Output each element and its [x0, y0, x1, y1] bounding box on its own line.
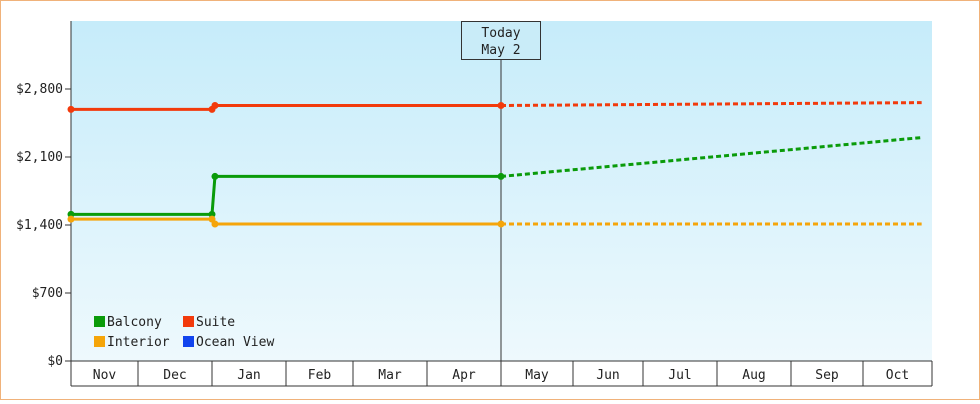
- x-tick-label: Apr: [452, 368, 476, 383]
- series-line-forecast: [500, 101, 922, 108]
- y-tick-label: $0: [47, 354, 63, 369]
- today-date: May 2: [481, 43, 521, 58]
- series-point: [67, 105, 75, 113]
- series-line-forecast: [500, 136, 922, 178]
- series-point: [211, 102, 219, 110]
- series-line-actual: [71, 174, 501, 216]
- legend-label: Ocean View: [196, 335, 274, 350]
- series-point: [67, 210, 75, 218]
- legend-label: Suite: [196, 315, 235, 330]
- x-tick-label: Jan: [237, 368, 260, 383]
- legend-label: Balcony: [107, 315, 162, 330]
- legend-label: Interior: [107, 335, 170, 350]
- today-marker-box: Today May 2: [461, 21, 541, 60]
- x-tick-label: Feb: [308, 368, 332, 383]
- legend-swatch: [94, 316, 105, 327]
- series-point: [211, 172, 219, 180]
- x-tick-label: Aug: [742, 368, 765, 383]
- series-point: [67, 215, 75, 223]
- y-tick-label: $1,400: [16, 218, 63, 233]
- legend-swatch: [183, 336, 194, 347]
- legend-swatch: [183, 316, 194, 327]
- legend-swatch: [94, 336, 105, 347]
- x-tick-label: Sep: [815, 368, 839, 383]
- x-tick-label: May: [525, 368, 549, 383]
- x-tick-label: Mar: [378, 368, 402, 383]
- series-point: [211, 220, 219, 228]
- series-point: [208, 210, 216, 218]
- x-tick-label: Oct: [886, 368, 909, 383]
- x-tick-label: Dec: [163, 368, 186, 383]
- x-tick-label: Jul: [668, 368, 691, 383]
- y-tick-label: $2,100: [16, 150, 63, 165]
- y-tick-label: $700: [32, 286, 63, 301]
- today-label: Today: [481, 26, 521, 41]
- x-tick-label: Nov: [93, 368, 117, 383]
- y-tick-label: $2,800: [16, 82, 63, 97]
- x-tick-label: Jun: [596, 368, 619, 383]
